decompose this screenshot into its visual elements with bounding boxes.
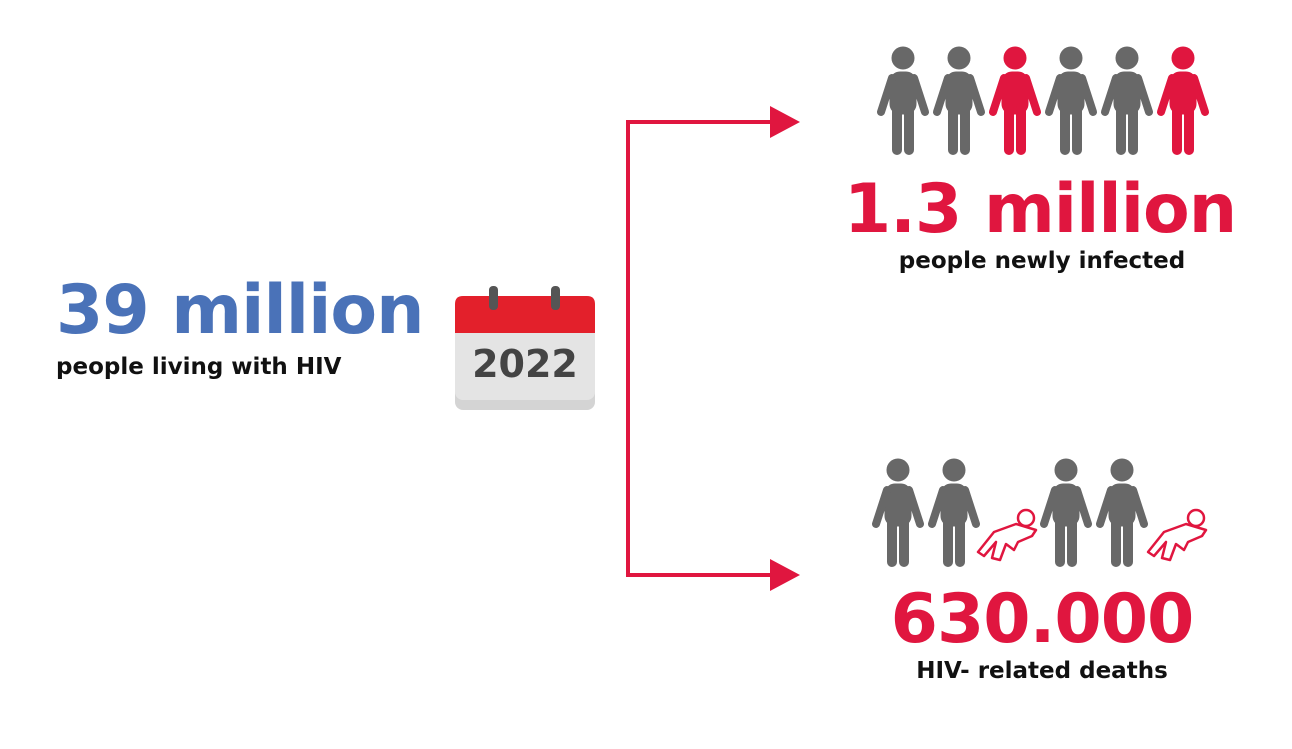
- arrows: [626, 106, 800, 591]
- top-headline: 1.3 million: [844, 170, 1236, 249]
- bottom-headline: 630.000: [891, 580, 1194, 659]
- left-headline: 39 million: [56, 271, 424, 350]
- calendar-icon: [455, 286, 595, 410]
- calendar-year: 2022: [472, 342, 578, 386]
- top-caption: people newly infected: [899, 248, 1185, 274]
- bottom-caption: HIV- related deaths: [916, 658, 1168, 684]
- left-caption: people living with HIV: [56, 354, 342, 380]
